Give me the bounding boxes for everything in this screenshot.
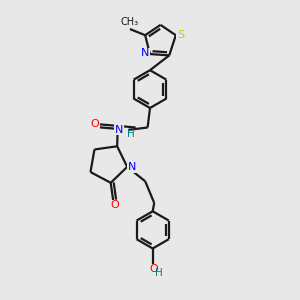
Text: H: H [155, 268, 163, 278]
Text: O: O [110, 200, 119, 210]
Text: N: N [115, 124, 123, 135]
Text: CH₃: CH₃ [121, 16, 139, 27]
Text: S: S [177, 30, 184, 40]
Text: H: H [127, 129, 135, 139]
Text: O: O [90, 119, 99, 129]
Text: N: N [141, 48, 149, 59]
Text: N: N [128, 162, 136, 172]
Text: O: O [149, 265, 158, 275]
